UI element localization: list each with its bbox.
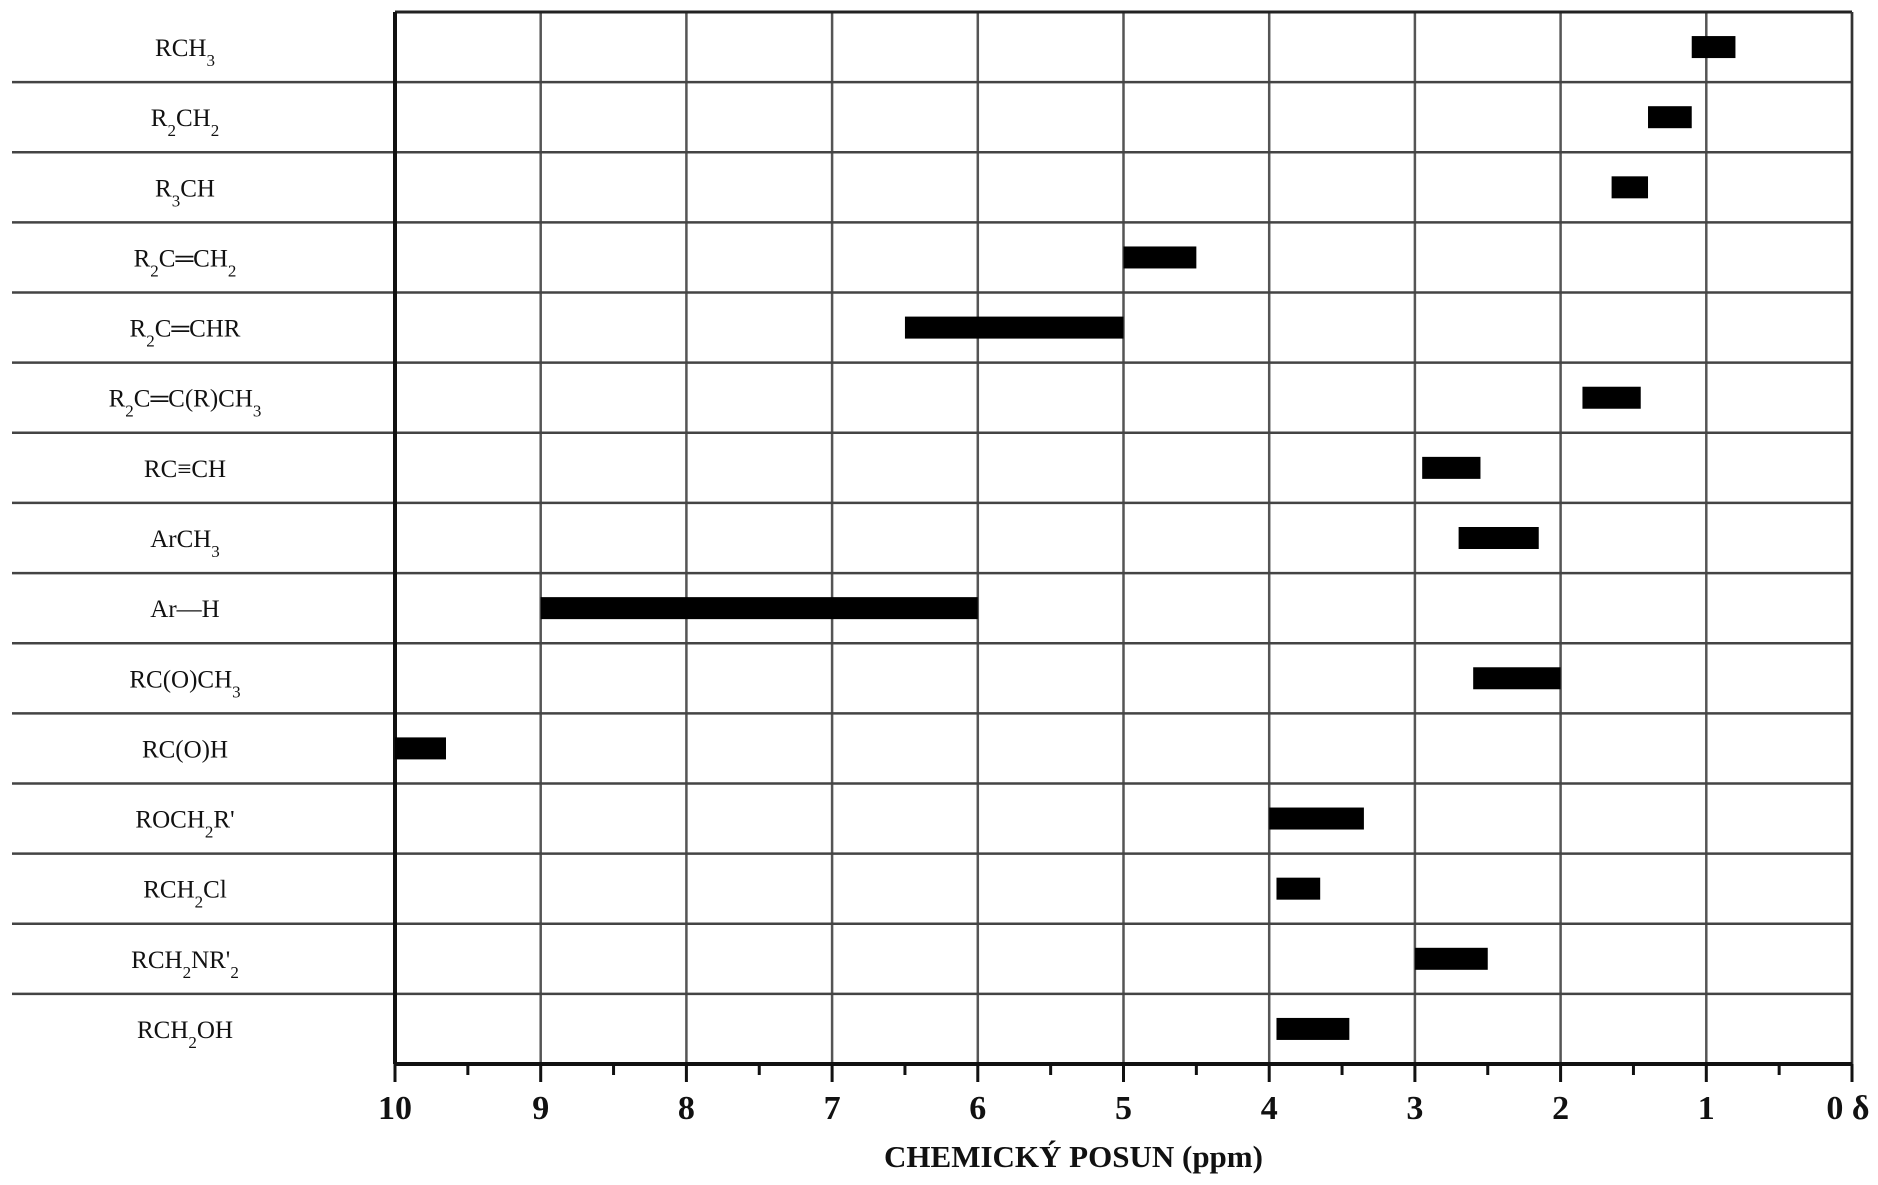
shift-range-bar: [1691, 36, 1736, 59]
shift-range-bar: [1276, 877, 1321, 900]
x-tick-label: 3: [1406, 1090, 1423, 1127]
shift-range-bar: [540, 597, 978, 620]
x-tick-label: 0 δ: [1826, 1090, 1869, 1127]
bars: [395, 36, 1736, 1040]
x-axis: 10 9 8 7 6 5 4 3 2 1 0 δ: [378, 1062, 1870, 1127]
row-label: R2CH2: [151, 105, 219, 140]
shift-range-bar: [1473, 667, 1561, 690]
x-tick-label: 1: [1698, 1090, 1715, 1127]
row-label: R2C═C(R)CH3: [109, 386, 262, 421]
row-label: ROCH2R': [135, 807, 234, 842]
x-tick-label: 4: [1261, 1090, 1278, 1127]
x-tick-label: 8: [678, 1090, 695, 1127]
row-label: RC(O)CH3: [129, 666, 240, 701]
row-label: R3CH: [155, 175, 215, 210]
row-label: ArCH3: [150, 526, 220, 561]
x-tick-label: 10: [378, 1090, 412, 1127]
shift-range-bar: [1458, 527, 1539, 549]
shift-range-bar: [1648, 106, 1692, 129]
shift-range-bar: [904, 316, 1124, 339]
row-label: Ar—H: [150, 596, 219, 623]
row-label: RC≡CH: [144, 456, 226, 483]
row-label: RCH2OH: [137, 1017, 233, 1052]
x-tick-label: 7: [824, 1090, 841, 1127]
grid: [12, 10, 1854, 1064]
x-tick-label: 2: [1552, 1090, 1569, 1127]
row-label: RCH2Cl: [143, 877, 227, 912]
shift-range-bar: [1414, 947, 1488, 970]
shift-range-bar: [1123, 246, 1197, 269]
shift-range-bar: [1422, 456, 1481, 479]
shift-range-bar: [1611, 176, 1649, 199]
shift-range-bar: [1276, 1017, 1350, 1040]
row-label: RC(O)H: [142, 736, 228, 763]
row-labels: RCH3 R2CH2 R3CH R2C═CH2 R2C═CHR R2C═C(R)CH3 RC…: [109, 35, 262, 1051]
shift-range-bar: [1582, 386, 1641, 409]
row-label: R2C═CHR: [130, 316, 241, 351]
row-label: R2C═CH2: [134, 245, 237, 280]
x-tick-label: 9: [532, 1090, 549, 1127]
row-label: RCH2NR'2: [131, 947, 239, 982]
shift-range-bar: [395, 737, 446, 760]
x-tick-label: 6: [969, 1090, 986, 1127]
x-tick-label: 5: [1115, 1090, 1132, 1127]
x-axis-title: CHEMICKÝ POSUN (ppm): [884, 1139, 1263, 1174]
shift-range-bar: [1269, 807, 1364, 830]
row-label: RCH3: [155, 35, 215, 70]
